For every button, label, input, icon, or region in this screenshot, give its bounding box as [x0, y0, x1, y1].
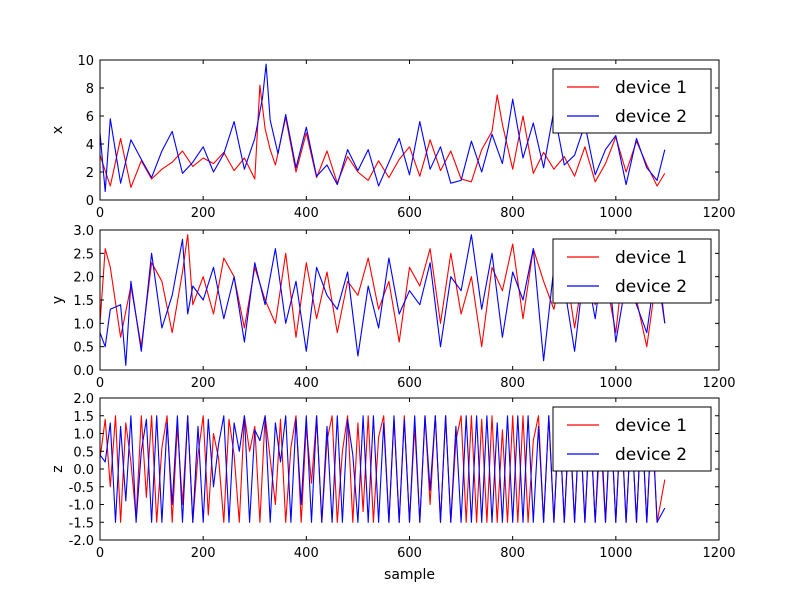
x-tick-label: 600 [397, 546, 422, 561]
y-tick-label: 0 [86, 194, 94, 209]
ylabel-x: x [50, 126, 66, 134]
y-tick-label: 0.0 [73, 463, 94, 478]
series-line-2 [100, 63, 666, 193]
x-tick-label: 1200 [702, 376, 735, 391]
y-tick-label: 0.5 [73, 341, 94, 356]
x-tick-label: 1000 [599, 376, 632, 391]
legend-label-1: device 1 [615, 416, 687, 436]
x-tick-label: 1000 [599, 206, 632, 221]
x-tick-label: 200 [191, 206, 216, 221]
y-tick-label: 2.5 [73, 247, 94, 262]
y-tick-label: 10 [77, 54, 94, 69]
legend-label-1: device 1 [615, 248, 687, 268]
y-tick-label: -1.5 [69, 516, 94, 531]
y-tick-label: 1.0 [73, 428, 94, 443]
legend: device 1 device 2 [552, 68, 712, 134]
subplot-z: z sample 0 200 400 600 800 1000 1200 -2.0 -1.5 -1… [50, 392, 736, 583]
x-tick-label: 600 [397, 206, 422, 221]
ylabel-y: y [50, 296, 66, 304]
x-tick-label: 0 [96, 546, 104, 561]
y-tick-label: 4 [86, 138, 94, 153]
y-tick-label: 6 [86, 110, 94, 125]
legend-label-2: device 2 [615, 445, 687, 465]
y-tick-label: 1.5 [73, 410, 94, 425]
x-tick-label: 1200 [702, 546, 735, 561]
x-tick-label: 200 [191, 376, 216, 391]
y-tick-label: 1.5 [73, 294, 94, 309]
series-line-2 [100, 234, 666, 366]
series-line-1 [100, 84, 666, 188]
x-tick-label: 1200 [702, 206, 735, 221]
x-tick-label: 0 [96, 206, 104, 221]
ylabel-z: z [50, 465, 66, 472]
legend-label-1: device 1 [615, 78, 687, 98]
x-tick-label: 800 [500, 546, 525, 561]
y-tick-label: 2 [86, 166, 94, 181]
y-tick-label: 8 [86, 82, 94, 97]
x-tick-label: 0 [96, 376, 104, 391]
y-tick-label: 1.0 [73, 317, 94, 332]
y-tick-label: 3.0 [73, 224, 94, 239]
subplot-y: y 0 200 400 600 800 1000 1200 0.0 0.5 1.0 1.5 2.0 2.… [50, 224, 736, 391]
x-tick-label: 600 [397, 376, 422, 391]
x-tick-label: 800 [500, 376, 525, 391]
legend-label-2: device 2 [615, 277, 687, 297]
y-tick-label: 0.5 [73, 445, 94, 460]
y-tick-label: 0.0 [73, 364, 94, 379]
y-tick-label: -0.5 [69, 481, 94, 496]
y-tick-label: 2.0 [73, 271, 94, 286]
y-tick-label: -1.0 [69, 499, 94, 514]
y-tick-label: 2.0 [73, 392, 94, 407]
xlabel-sample: sample [384, 567, 435, 583]
y-tick-label: -2.0 [69, 534, 94, 549]
legend-label-2: device 2 [615, 107, 687, 127]
x-tick-label: 1000 [599, 546, 632, 561]
legend: device 1 device 2 [552, 238, 712, 304]
x-tick-label: 200 [191, 546, 216, 561]
x-tick-label: 400 [294, 546, 319, 561]
x-tick-label: 800 [500, 206, 525, 221]
x-tick-label: 400 [294, 376, 319, 391]
x-tick-label: 400 [294, 206, 319, 221]
legend: device 1 device 2 [552, 406, 712, 472]
